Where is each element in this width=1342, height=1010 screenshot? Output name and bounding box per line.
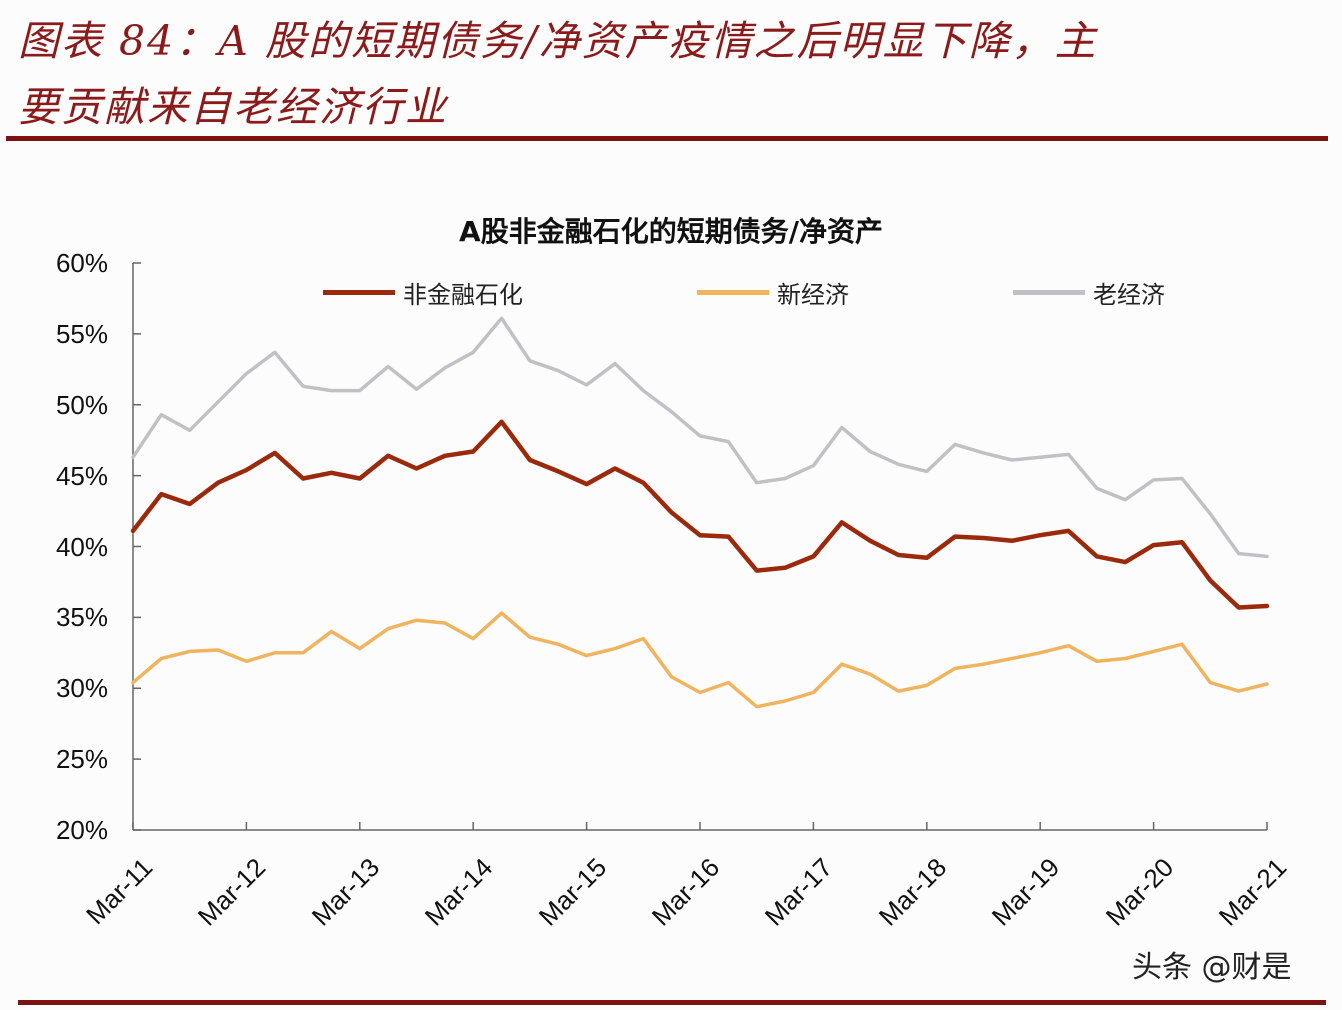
legend-swatch-icon bbox=[697, 289, 769, 295]
series-line-0 bbox=[130, 419, 1270, 610]
chart-axes bbox=[132, 262, 1268, 831]
legend-item: 新经济 bbox=[697, 276, 849, 309]
y-tick-label: 60% bbox=[55, 248, 108, 278]
series-line-2 bbox=[131, 316, 1269, 559]
y-tick-label: 50% bbox=[55, 389, 108, 420]
figure-title: 图表 84：A 股的短期债务/净资产疫情之后明显下降，主 要贡献来自老经济行业 bbox=[18, 8, 1328, 140]
figure-title-line2: 要贡献来自老经济行业 bbox=[18, 83, 448, 131]
legend-label: 非金融石化 bbox=[403, 280, 523, 309]
y-tick-label: 30% bbox=[55, 673, 108, 704]
legend-swatch-icon bbox=[1013, 289, 1085, 295]
legend-swatch-icon bbox=[323, 289, 395, 295]
y-tick-label: 45% bbox=[55, 460, 108, 491]
bottom-divider bbox=[18, 1000, 1326, 1005]
chart-series-lines bbox=[130, 316, 1270, 709]
y-tick-label: 20% bbox=[55, 815, 108, 845]
y-tick-label: 25% bbox=[55, 744, 108, 775]
title-divider bbox=[6, 136, 1328, 141]
series-line-1 bbox=[131, 611, 1269, 709]
y-tick-label: 55% bbox=[55, 318, 108, 349]
legend-item: 非金融石化 bbox=[323, 276, 523, 309]
y-tick-label: 35% bbox=[55, 602, 108, 633]
chart-title: A股非金融石化的短期债务/净资产 bbox=[459, 215, 883, 248]
legend-label: 新经济 bbox=[777, 280, 849, 309]
legend-item: 老经济 bbox=[1013, 276, 1165, 309]
figure-title-line1: 图表 84：A 股的短期债务/净资产疫情之后明显下降，主 bbox=[18, 17, 1098, 65]
y-tick-label: 40% bbox=[55, 531, 108, 562]
legend-label: 老经济 bbox=[1093, 280, 1165, 309]
watermark: 头条 @财是 bbox=[1132, 950, 1292, 985]
